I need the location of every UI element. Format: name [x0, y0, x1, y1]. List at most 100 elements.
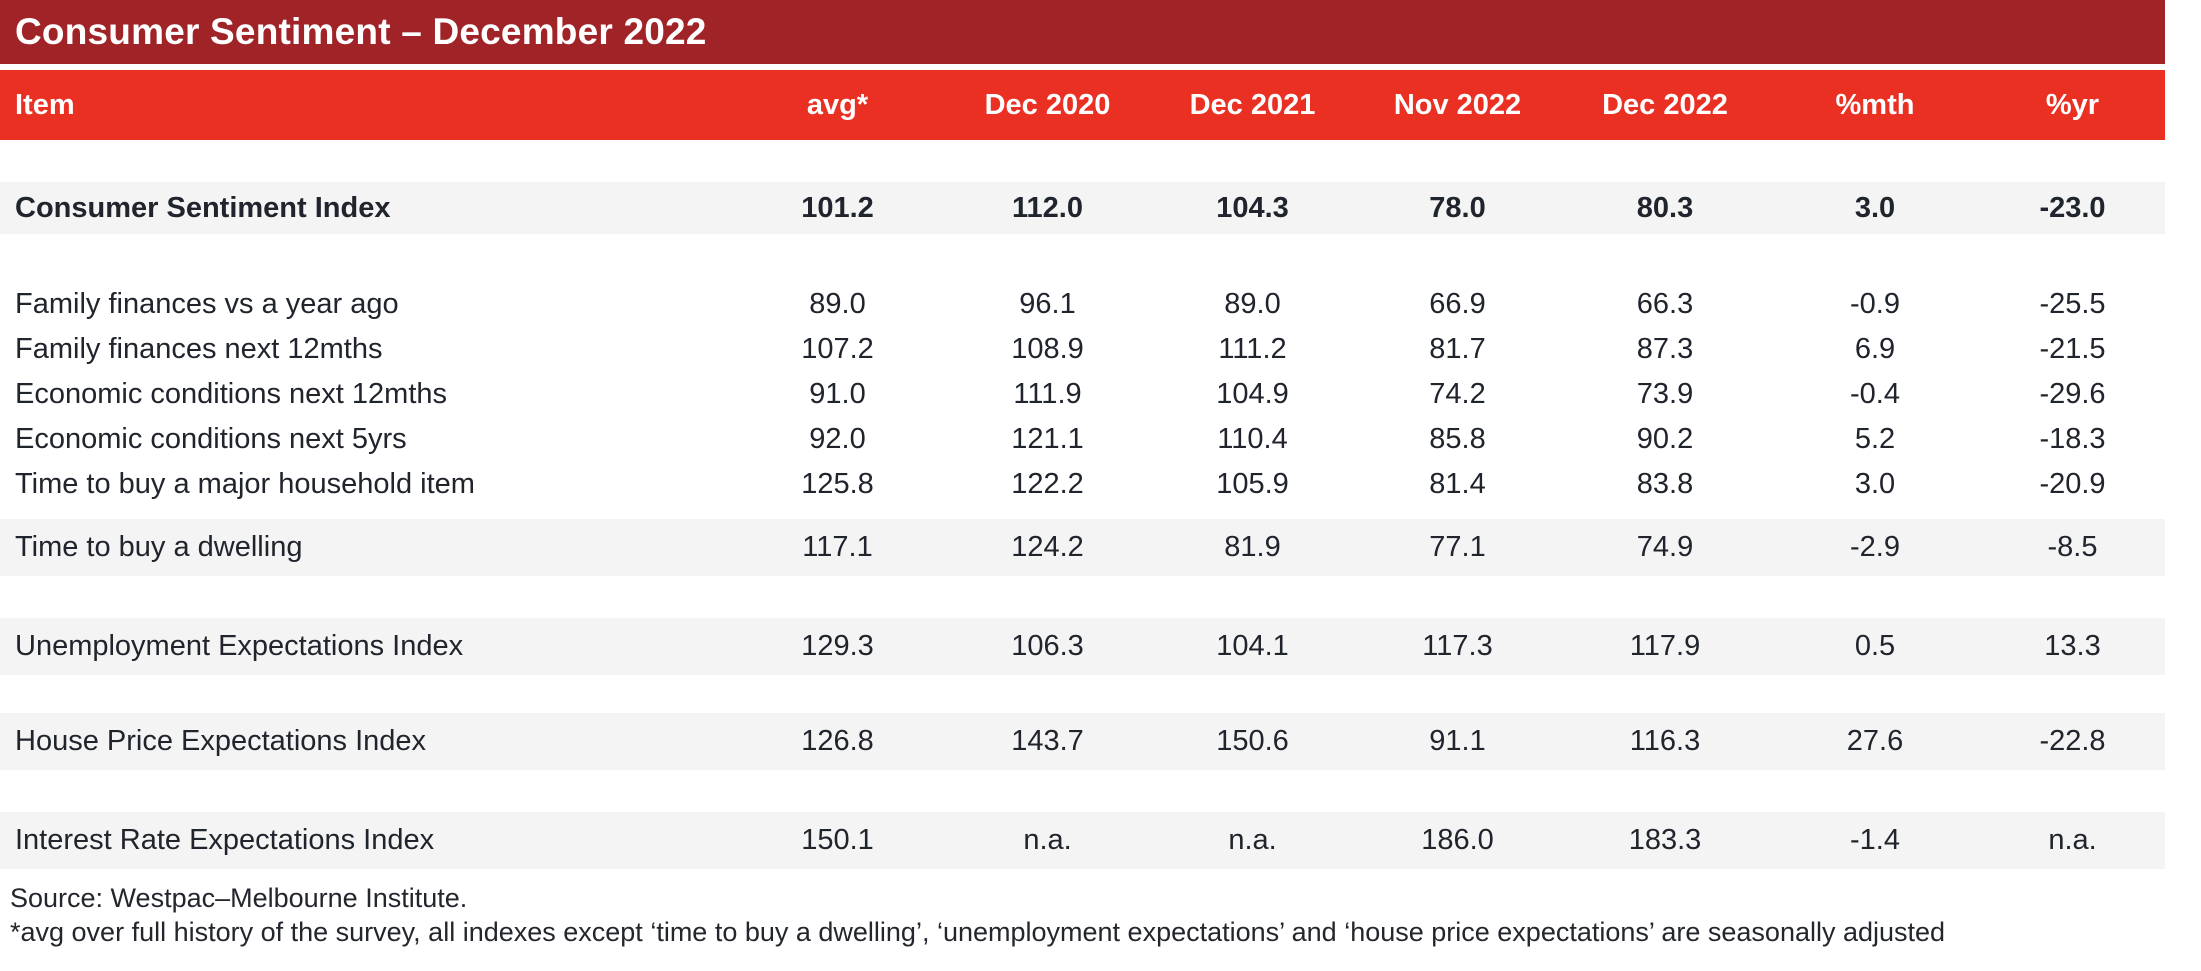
row-value: 91.0 — [809, 378, 866, 410]
row-value: 129.3 — [801, 630, 874, 662]
row-value: 77.1 — [1429, 531, 1486, 563]
row-value: 5.2 — [1854, 423, 1896, 455]
row-value: 81.9 — [1224, 531, 1281, 563]
table-row: Economic conditions next 5yrs 92.0 121.1 11… — [0, 417, 2165, 462]
row-value: 89.0 — [809, 288, 866, 320]
table-row: House Price Expectations Index 126.8 143.7… — [0, 713, 2165, 770]
table-section: House Price Expectations Index 126.8 143.7… — [0, 713, 2201, 770]
table-row: Interest Rate Expectations Index 150.1 n.a… — [0, 812, 2165, 869]
row-value: 125.8 — [801, 468, 874, 500]
row-label: Family finances next 12mths — [15, 333, 383, 365]
row-value: 110.4 — [1217, 423, 1288, 455]
row-value: -0.4 — [1850, 378, 1900, 410]
row-value: 116.3 — [1629, 725, 1701, 757]
row-value: n.a. — [2048, 824, 2097, 856]
table-section: Consumer Sentiment Index 101.2 112.0 104.3 7… — [0, 182, 2201, 234]
source-note: Source: Westpac–Melbourne Institute. — [10, 883, 468, 913]
row-value: n.a. — [1228, 824, 1277, 856]
table-row: Economic conditions next 12mths 91.0 111.9… — [0, 372, 2165, 417]
row-value: 92.0 — [809, 423, 866, 455]
row-value: 104.1 — [1216, 630, 1289, 662]
row-value: -1.4 — [1850, 824, 1900, 856]
table-section: Unemployment Expectations Index 129.3 106.… — [0, 618, 2201, 675]
column-header-avg: avg* — [806, 88, 869, 121]
row-value: 81.4 — [1429, 468, 1486, 500]
column-header-dec-2022: Dec 2022 — [1602, 88, 1728, 121]
row-value: 111.2 — [1218, 333, 1287, 365]
row-value: 112.0 — [1012, 191, 1083, 224]
row-value: 13.3 — [2044, 630, 2101, 662]
row-value: 143.7 — [1011, 725, 1084, 757]
table-row: Unemployment Expectations Index 129.3 106.… — [0, 618, 2165, 675]
column-header-mth: %mth — [1835, 88, 1915, 121]
row-value: 104.3 — [1216, 191, 1289, 224]
row-value: 66.3 — [1636, 288, 1694, 320]
row-value: 27.6 — [1846, 725, 1904, 757]
row-label: Time to buy a dwelling — [15, 531, 303, 563]
table-row: Time to buy a major household item 125.8 1… — [0, 462, 2165, 507]
row-value: 111.9 — [1013, 378, 1082, 410]
column-header-yr: %yr — [2045, 88, 2100, 121]
table-row: Time to buy a dwelling 117.1 124.2 81.9 77.1… — [0, 519, 2165, 576]
row-label: Economic conditions next 5yrs — [15, 423, 407, 455]
row-value: 6.9 — [1854, 333, 1896, 365]
table-section: Time to buy a dwelling 117.1 124.2 81.9 77.1… — [0, 519, 2201, 576]
row-value: 85.8 — [1429, 423, 1486, 455]
row-label: Interest Rate Expectations Index — [15, 824, 435, 856]
column-header-nov-2022: Nov 2022 — [1393, 88, 1522, 121]
row-label: House Price Expectations Index — [15, 725, 427, 757]
row-value: -23.0 — [2039, 191, 2106, 224]
row-value: -8.5 — [2047, 531, 2098, 563]
row-value: 78.0 — [1429, 191, 1486, 224]
row-value: 106.3 — [1011, 630, 1084, 662]
row-value: -0.9 — [1850, 288, 1900, 320]
row-label: Unemployment Expectations Index — [15, 630, 464, 662]
row-value: 104.9 — [1216, 378, 1289, 410]
row-value: 74.9 — [1636, 531, 1694, 563]
row-value: 91.1 — [1429, 725, 1486, 757]
row-value: 117.9 — [1629, 630, 1701, 662]
row-value: 117.3 — [1422, 630, 1493, 662]
row-value: 66.9 — [1429, 288, 1486, 320]
table-row: Family finances vs a year ago 89.0 96.1 89.… — [0, 282, 2165, 327]
page-title: Consumer Sentiment – December 2022 — [15, 11, 707, 52]
row-value: 126.8 — [801, 725, 874, 757]
table-section: Interest Rate Expectations Index 150.1 n.a… — [0, 812, 2201, 869]
row-value: 83.8 — [1636, 468, 1694, 500]
row-value: 3.0 — [1854, 468, 1896, 500]
row-value: 87.3 — [1636, 333, 1694, 365]
row-value: 186.0 — [1421, 824, 1494, 856]
row-value: 81.7 — [1429, 333, 1486, 365]
row-value: 108.9 — [1011, 333, 1084, 365]
row-value: 73.9 — [1636, 378, 1694, 410]
row-value: -29.6 — [2039, 378, 2106, 410]
row-value: 183.3 — [1628, 824, 1702, 856]
row-value: 90.2 — [1636, 423, 1694, 455]
table-header-row: Item avg* Dec 2020 Dec 2021 Nov 2022 Dec 2022… — [0, 70, 2165, 140]
row-value: -2.9 — [1850, 531, 1900, 563]
row-label: Family finances vs a year ago — [15, 288, 399, 320]
row-value: 74.2 — [1429, 378, 1486, 410]
row-value: 150.6 — [1216, 725, 1289, 757]
row-value: -25.5 — [2039, 288, 2106, 320]
row-label: Consumer Sentiment Index — [15, 191, 391, 224]
row-value: 0.5 — [1854, 630, 1896, 662]
row-value: 3.0 — [1854, 191, 1896, 224]
column-header-dec-2020: Dec 2020 — [984, 88, 1111, 121]
row-value: 89.0 — [1224, 288, 1281, 320]
table-section: Family finances vs a year ago 89.0 96.1 89.… — [0, 282, 2201, 507]
row-value: 124.2 — [1011, 531, 1084, 563]
row-value: -20.9 — [2039, 468, 2106, 500]
row-value: n.a. — [1023, 824, 1072, 856]
row-label: Economic conditions next 12mths — [15, 378, 447, 410]
row-value: -18.3 — [2039, 423, 2106, 455]
table-body: Consumer Sentiment Index 101.2 112.0 104.3 7… — [0, 182, 2201, 869]
column-header-dec-2021: Dec 2021 — [1189, 88, 1316, 121]
row-value: 96.1 — [1019, 288, 1076, 320]
row-value: 122.2 — [1011, 468, 1084, 500]
row-value: 121.1 — [1011, 423, 1084, 455]
footnote: *avg over full history of the survey, al… — [10, 917, 1946, 947]
row-value: 150.1 — [801, 824, 874, 856]
title-bar: Consumer Sentiment – December 2022 — [0, 0, 2165, 64]
row-value: -21.5 — [2039, 333, 2106, 365]
